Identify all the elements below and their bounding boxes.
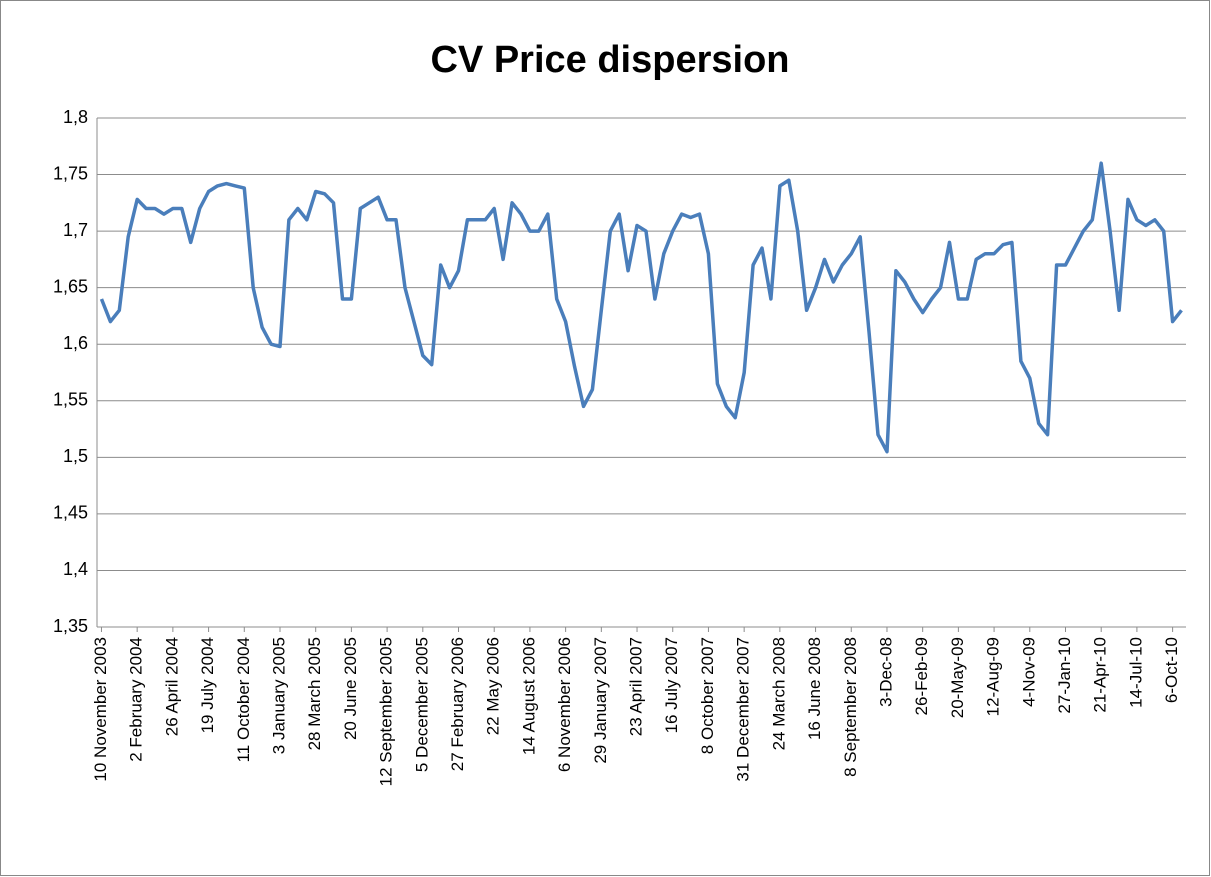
y-tick-label: 1,45	[53, 503, 88, 523]
y-tick-label: 1,65	[53, 276, 88, 296]
x-tick-label: 6-Oct-10	[1162, 637, 1181, 703]
x-tick-label: 12-Aug-09	[984, 637, 1003, 716]
x-tick-label: 21-Apr-10	[1091, 637, 1110, 713]
x-tick-label: 31 December 2007	[734, 637, 753, 782]
y-tick-label: 1,35	[53, 616, 88, 636]
x-tick-label: 3 January 2005	[269, 637, 288, 754]
y-tick-label: 1,4	[63, 559, 88, 579]
x-tick-label: 11 October 2004	[234, 637, 253, 762]
x-tick-label: 14 August 2006	[519, 637, 538, 755]
x-tick-label: 27 February 2006	[448, 637, 467, 771]
y-tick-label: 1,8	[63, 107, 88, 127]
x-tick-label: 26 April 2004	[162, 637, 181, 736]
x-tick-label: 3-Dec-08	[876, 637, 895, 707]
y-tick-label: 1,75	[53, 163, 88, 183]
x-tick-label: 29 January 2007	[591, 637, 610, 764]
x-tick-label: 20-May-09	[948, 637, 967, 718]
chart-title: CV Price dispersion	[430, 39, 789, 81]
x-tick-label: 8 September 2008	[841, 637, 860, 777]
x-tick-label: 8 October 2007	[698, 637, 717, 754]
x-tick-label: 14-Jul-10	[1126, 637, 1145, 708]
x-tick-label: 5 December 2005	[412, 637, 431, 772]
x-tick-label: 12 September 2005	[377, 637, 396, 786]
x-tick-label: 28 March 2005	[305, 637, 324, 750]
x-tick-label: 19 July 2004	[198, 637, 217, 733]
x-tick-label: 20 June 2005	[341, 637, 360, 740]
y-tick-label: 1,7	[63, 220, 88, 240]
x-tick-label: 2 February 2004	[127, 637, 146, 762]
y-tick-label: 1,5	[63, 446, 88, 466]
x-tick-label: 22 May 2006	[484, 637, 503, 735]
x-tick-label: 27-Jan-10	[1055, 637, 1074, 714]
x-tick-label: 10 November 2003	[91, 637, 110, 782]
x-tick-label: 4-Nov-09	[1019, 637, 1038, 707]
x-tick-label: 6 November 2006	[555, 637, 574, 772]
x-tick-label: 24 March 2008	[769, 637, 788, 750]
x-tick-label: 26-Feb-09	[912, 637, 931, 715]
x-tick-label: 16 June 2008	[805, 637, 824, 740]
y-tick-label: 1,6	[63, 333, 88, 353]
y-tick-label: 1,55	[53, 390, 88, 410]
data-line	[99, 161, 1183, 454]
x-tick-label: 16 July 2007	[662, 637, 681, 733]
x-tick-label: 23 April 2007	[627, 637, 646, 736]
